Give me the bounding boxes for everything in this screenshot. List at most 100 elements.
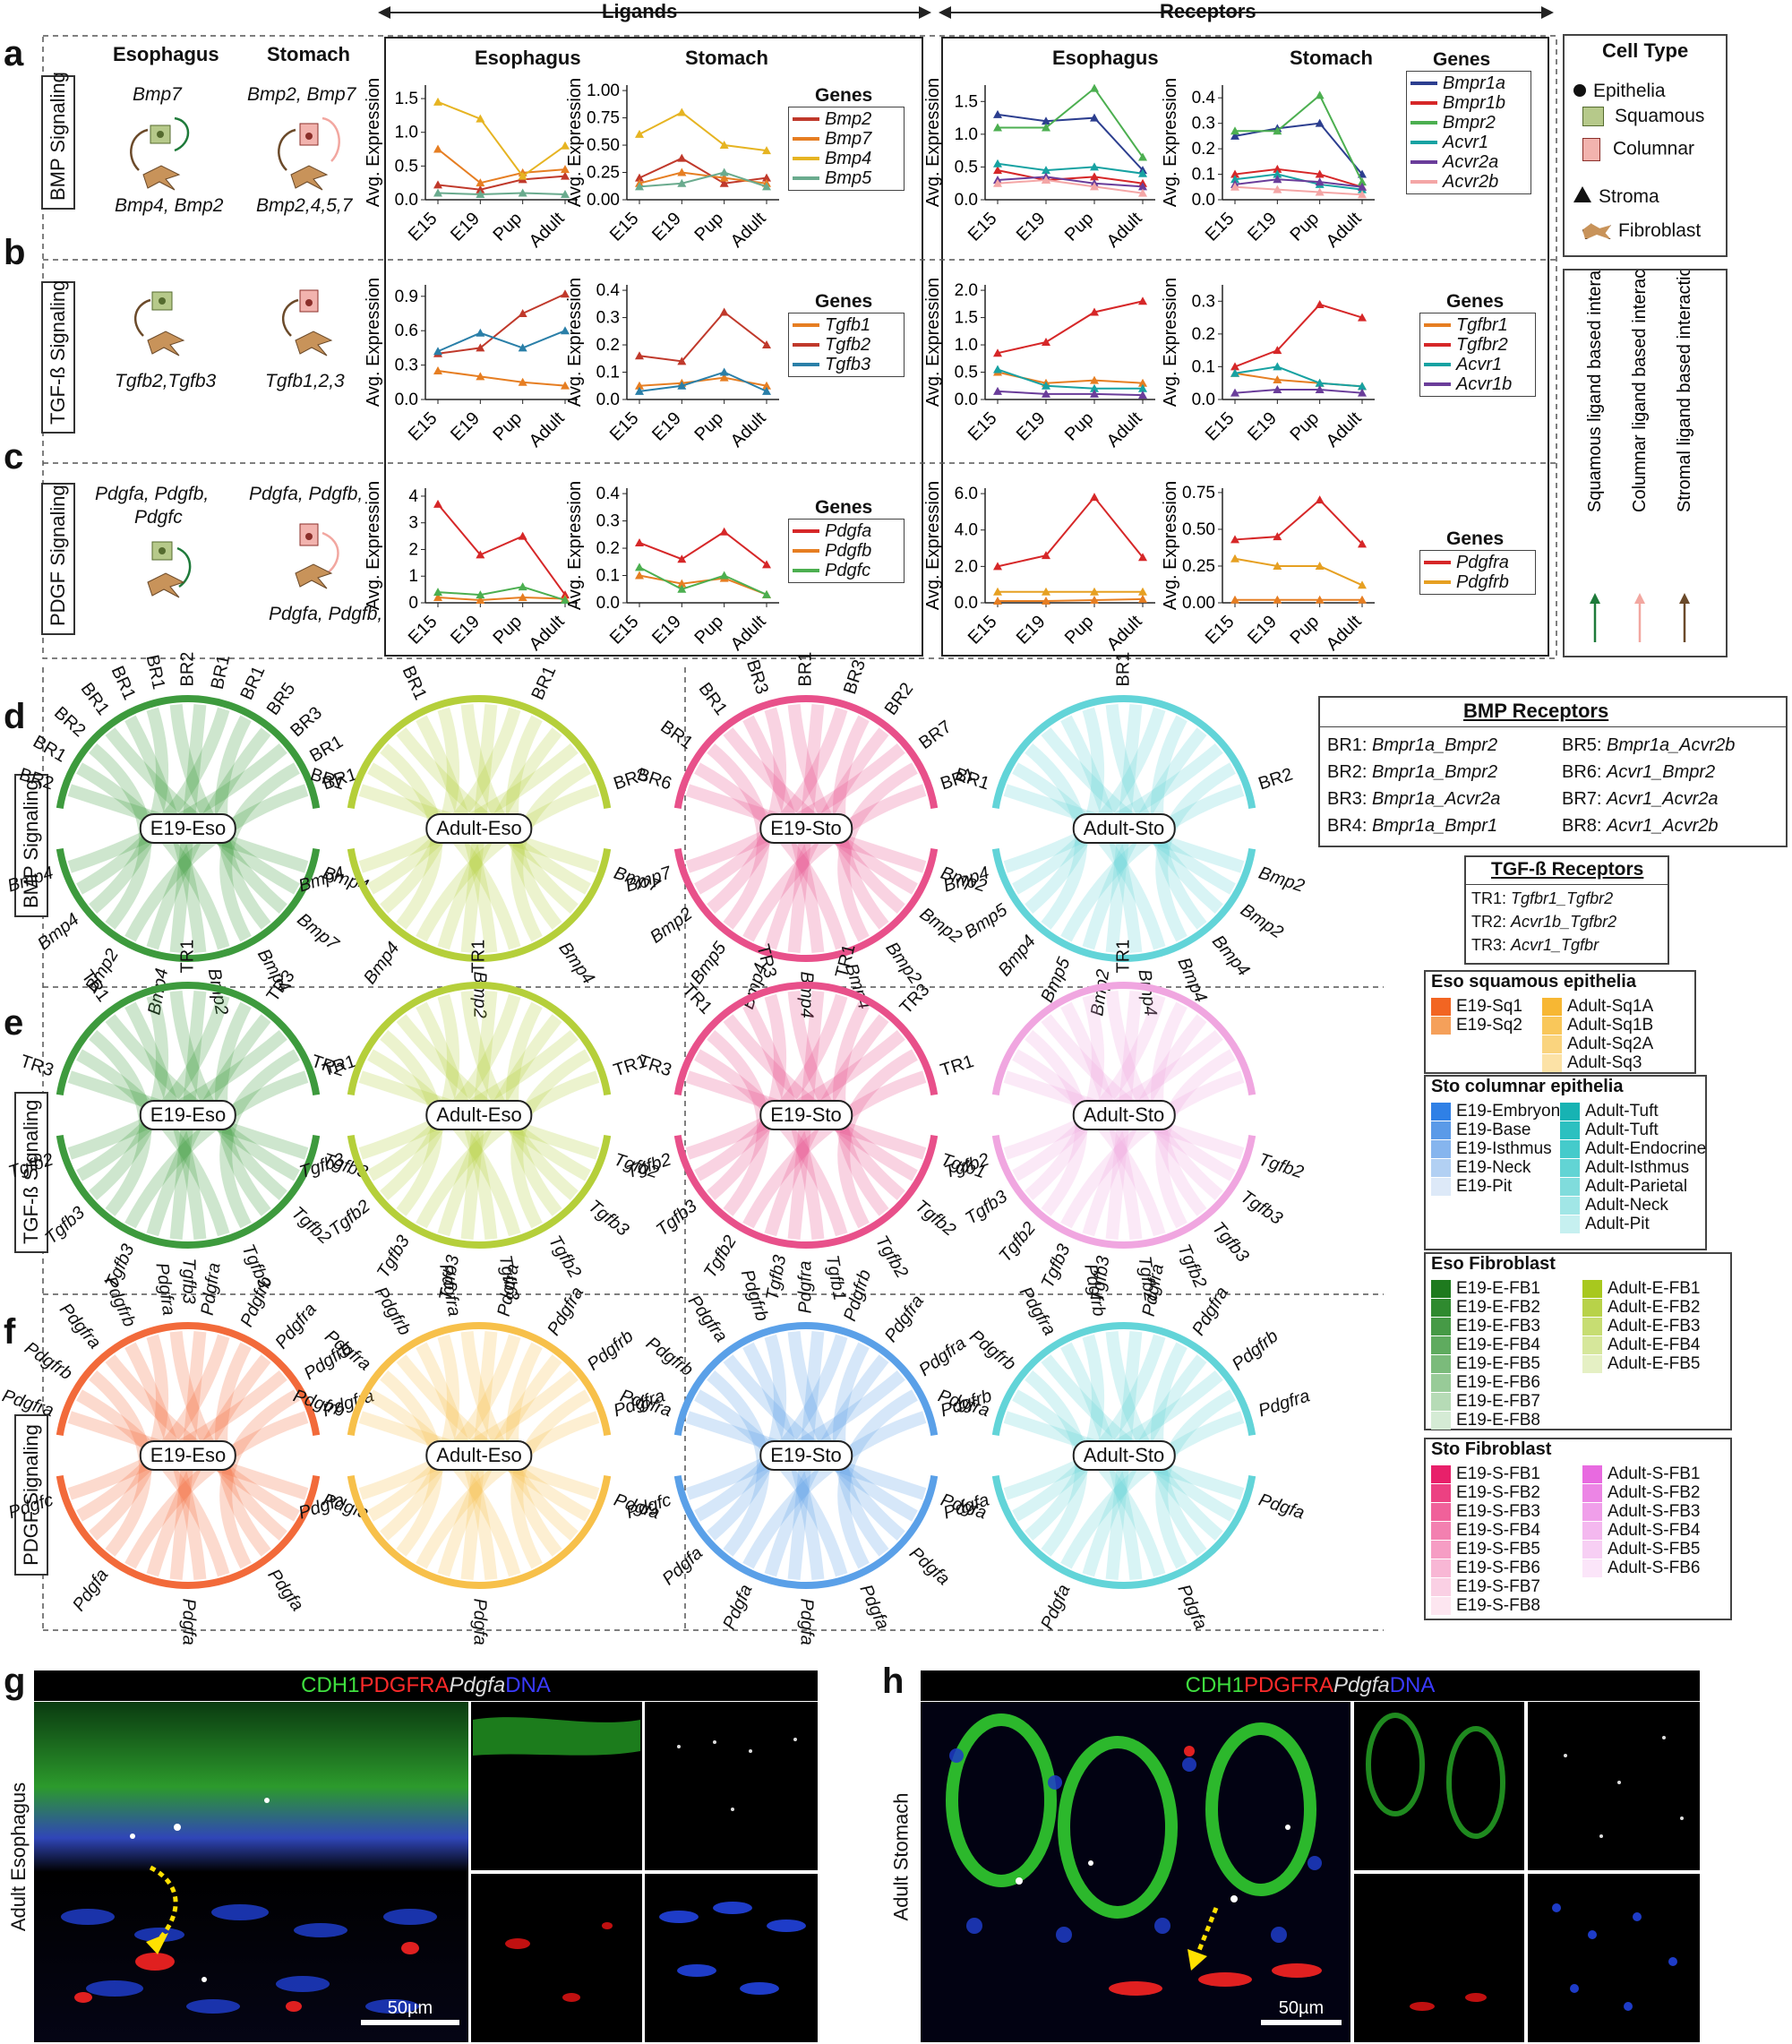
y-tick-label: 4 (408, 487, 418, 506)
data-point (677, 579, 687, 588)
tgfb-receptors-title: TGF-ß Receptors (1491, 859, 1644, 880)
cluster-legend-item: Adult-Tuft (1560, 1121, 1659, 1140)
series-line (997, 495, 1144, 568)
series-line (437, 100, 566, 178)
data-point (433, 144, 442, 153)
data-point (476, 328, 485, 337)
series-line (997, 169, 1144, 185)
y-tick-label: 0.2 (596, 539, 620, 558)
data-point (1042, 381, 1050, 390)
data-point (1042, 176, 1050, 185)
legend-swatch (1542, 998, 1562, 1016)
h-red-channel (1354, 1874, 1524, 2042)
h-scalebar (1261, 2020, 1342, 2025)
legend-swatch (1582, 1484, 1602, 1502)
b-eso-bottom-text: Tgfb2,Tgfb3 (115, 371, 217, 391)
legend-label: E19-E-FB7 (1456, 1392, 1540, 1411)
legend-label: Bmpr1b (1443, 92, 1506, 113)
data-point (1230, 368, 1239, 377)
squamous-cell-icon (1582, 107, 1604, 127)
data-point (1315, 90, 1325, 99)
data-point (1315, 385, 1325, 394)
data-point (1090, 113, 1099, 122)
legend-label: Pdgfb (825, 540, 872, 561)
stroma-label: Stroma (1599, 186, 1659, 207)
data-point (1273, 362, 1282, 371)
data-point (1230, 595, 1239, 604)
data-point (762, 560, 771, 569)
data-point (993, 596, 1002, 605)
data-point (762, 146, 771, 155)
data-point (1273, 164, 1282, 173)
bottom-arc (56, 1135, 321, 1249)
gene-legend-item: Acvr1 (1424, 355, 1531, 374)
cluster-legend-item: E19-S-FB4 (1431, 1521, 1540, 1541)
data-point (1358, 388, 1367, 397)
panel-letter-a: a (4, 34, 24, 73)
cluster-legend-title: Eso squamous epithelia (1431, 972, 1636, 992)
y-tick-label: 0.3 (1192, 292, 1215, 311)
legend-swatch (1431, 1280, 1451, 1298)
ligand-label: Pdgfa (796, 1598, 817, 1645)
data-point (1358, 177, 1367, 186)
data-point (1090, 587, 1099, 596)
data-point (993, 123, 1002, 132)
receptor-label: BR1 (1113, 651, 1134, 687)
legend-label: E19-Neck (1456, 1158, 1531, 1177)
cell-type-title: Cell Type (1602, 39, 1689, 62)
bottom-arc (347, 1135, 612, 1249)
legend-swatch (1431, 1522, 1451, 1540)
legend-label: E19-E-FB5 (1456, 1354, 1540, 1373)
gene-legend-item: Acvr1 (1410, 133, 1527, 152)
legend-label: E19-S-FB5 (1456, 1540, 1540, 1559)
series-line (1234, 167, 1363, 188)
receptor-label: TR1 (1113, 939, 1134, 974)
data-point (1138, 182, 1147, 191)
g-red-channel (471, 1874, 642, 2042)
y-tick-label: 0.3 (596, 512, 620, 531)
legend-swatch (1431, 1393, 1451, 1411)
g-scale-text: 50µm (388, 1998, 433, 2018)
data-point (993, 166, 1002, 175)
fibroblast-icon (295, 563, 333, 589)
legend-label: E19-Sq1 (1456, 997, 1522, 1016)
y-tick-label: 0.00 (587, 191, 620, 210)
chord-center-label: Adult-Eso (425, 1440, 533, 1471)
cluster-legend-item: E19-E-FB3 (1431, 1317, 1540, 1336)
y-axis-label: Avg. Expression (1161, 78, 1180, 207)
y-tick-label: 0.4 (1192, 89, 1216, 107)
y-tick-label: 0.1 (1192, 166, 1215, 185)
legend-swatch (793, 117, 819, 121)
data-point (1358, 190, 1367, 199)
legend-label: Bmp5 (825, 167, 872, 188)
series-line (437, 597, 566, 602)
cluster-legend-item: Adult-E-FB4 (1582, 1335, 1700, 1355)
legend-swatch (793, 323, 819, 327)
data-point (993, 365, 1002, 374)
data-point (1273, 385, 1282, 394)
squamous-cell-icon (150, 125, 171, 144)
data-point (677, 381, 687, 390)
top-arc (56, 695, 321, 809)
cluster-legend: Sto columnar epithelia E19-Embryonic E19-B… (1424, 1075, 1707, 1250)
data-point (1138, 168, 1147, 177)
data-point (993, 109, 1002, 118)
cluster-legend-item: Adult-Tuft (1560, 1102, 1659, 1121)
series-line (639, 530, 767, 566)
chord-link (742, 1070, 927, 1229)
cluster-legend-item: E19-E-FB1 (1431, 1279, 1540, 1299)
legend-label: Adult-E-FB2 (1608, 1298, 1701, 1317)
legend-swatch (1431, 1121, 1451, 1139)
data-point (1273, 126, 1282, 135)
y-tick-label: 0.1 (596, 364, 620, 382)
gene-legend-item: Bmp5 (793, 168, 900, 188)
data-point (1273, 532, 1282, 541)
legend-label: Adult-E-FB5 (1608, 1354, 1701, 1373)
gene-legend-item: Pdgfa (793, 521, 900, 541)
stain-pdgfa: Pdgfa (1333, 1673, 1390, 1697)
legend-label: E19-E-FB8 (1456, 1411, 1540, 1430)
legend-swatch (1582, 1465, 1602, 1483)
cluster-legend-item: Adult-S-FB1 (1582, 1464, 1700, 1484)
legend-swatch (1431, 1412, 1451, 1430)
c-sto-bottom-text: Pdgfa, Pdgfb, (269, 604, 383, 624)
